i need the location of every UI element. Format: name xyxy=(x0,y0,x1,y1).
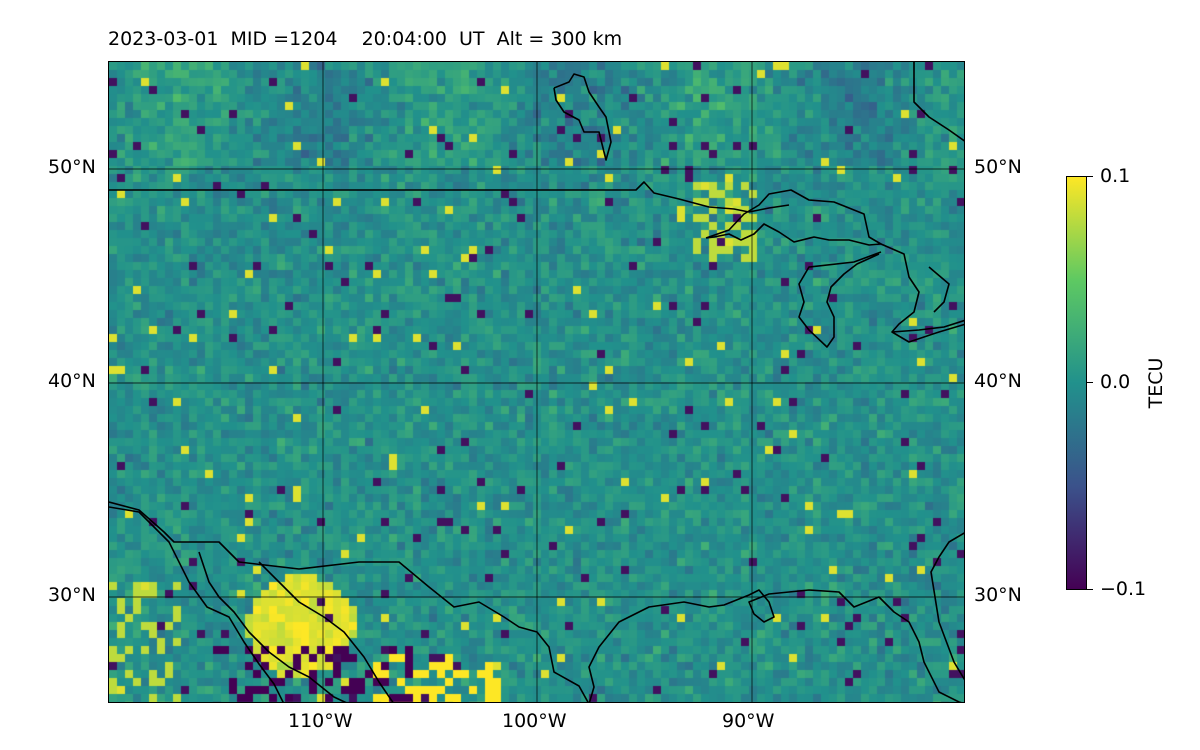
baja-coast xyxy=(109,506,284,702)
colorbar-unit-label: TECU xyxy=(1145,357,1167,409)
ontario-east xyxy=(928,266,950,313)
lake-huron xyxy=(880,243,964,343)
lake-superior xyxy=(705,189,882,246)
colorbar-tick-mid xyxy=(1087,382,1093,383)
gulf-of-california xyxy=(198,551,347,702)
lat-label-right-50: 50°N xyxy=(974,156,1022,178)
map-overlay xyxy=(109,62,964,702)
florida xyxy=(930,532,964,681)
lat-label-left-50: 50°N xyxy=(48,156,96,178)
colorbar-tick-top xyxy=(1087,176,1093,177)
us-canada-border xyxy=(109,181,790,213)
lon-label-100w: 100°W xyxy=(502,710,567,732)
gulf-coast xyxy=(588,589,962,702)
colorbar-tick-bottom xyxy=(1087,589,1093,590)
sierra-madre-coast xyxy=(258,561,394,702)
lat-label-right-40: 40°N xyxy=(974,370,1022,392)
hudson-bay xyxy=(553,73,612,161)
us-mexico-border xyxy=(109,501,589,702)
lon-label-110w: 110°W xyxy=(288,710,353,732)
lake-erie xyxy=(891,319,964,333)
tec-map xyxy=(108,61,965,703)
lon-label-90w: 90°W xyxy=(722,710,775,732)
borders xyxy=(109,62,964,702)
lat-label-left-30: 30°N xyxy=(48,584,96,606)
lat-label-left-40: 40°N xyxy=(48,370,96,392)
lake-michigan xyxy=(798,251,882,348)
colorbar-label-min: −0.1 xyxy=(1100,578,1147,600)
ontario-north xyxy=(913,62,964,142)
colorbar-label-zero: 0.0 xyxy=(1100,371,1131,393)
colorbar xyxy=(1066,176,1087,590)
colorbar-label-max: 0.1 xyxy=(1100,165,1131,187)
lat-label-right-30: 30°N xyxy=(974,584,1022,606)
gridlines xyxy=(109,62,964,702)
figure-title: 2023-03-01 MID =1204 20:04:00 UT Alt = 3… xyxy=(108,28,623,50)
